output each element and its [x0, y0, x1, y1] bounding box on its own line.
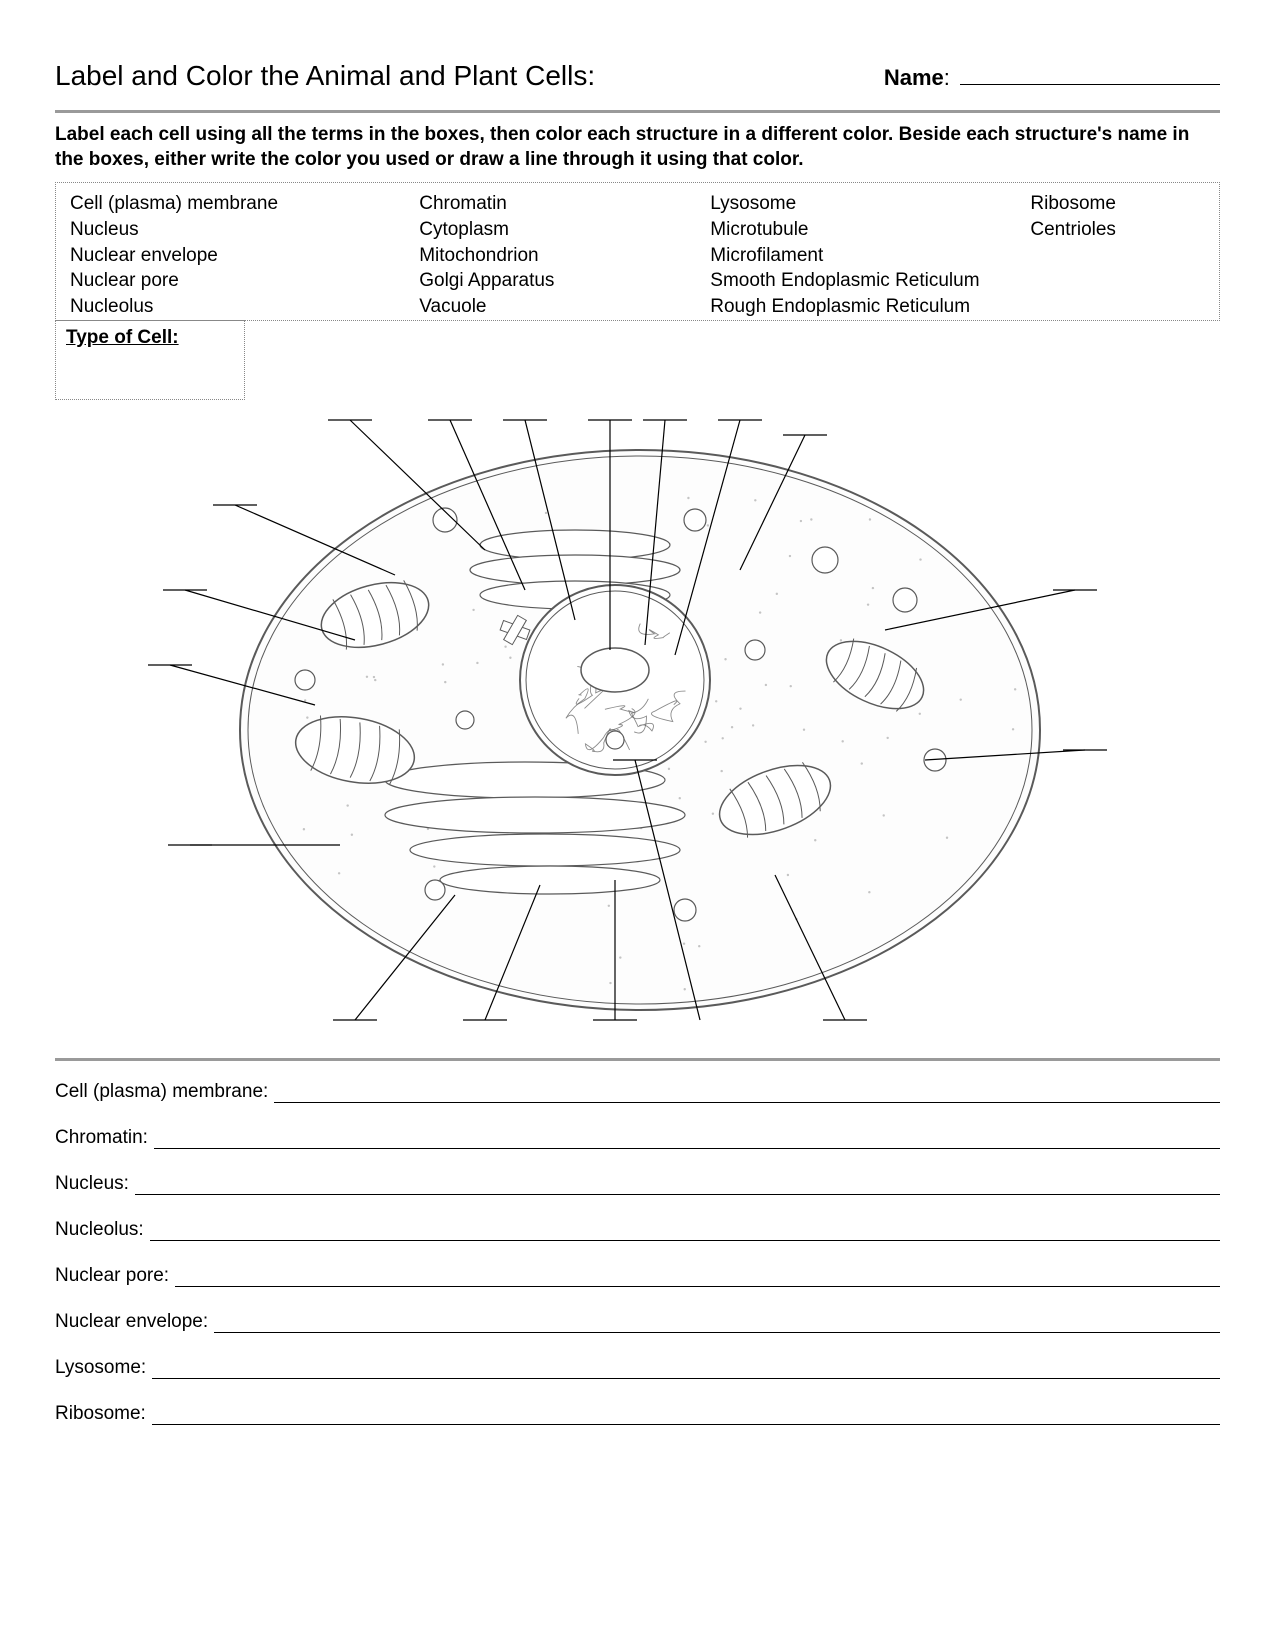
answer-label: Chromatin:: [55, 1127, 148, 1149]
term: Nuclear envelope: [70, 243, 419, 269]
answer-blank[interactable]: [274, 1084, 1220, 1103]
terms-col-2: Chromatin Cytoplasm Mitochondrion Golgi …: [419, 191, 710, 319]
answer-row: Nuclear envelope:: [55, 1311, 1220, 1333]
answer-lines-section: Cell (plasma) membrane: Chromatin: Nucle…: [55, 1081, 1220, 1425]
answer-label: Lysosome:: [55, 1357, 146, 1379]
answer-row: Ribosome:: [55, 1403, 1220, 1425]
term: Smooth Endoplasmic Reticulum: [710, 268, 1030, 294]
term: Microfilament: [710, 243, 1030, 269]
term: Nucleus: [70, 217, 419, 243]
answer-label: Nuclear pore:: [55, 1265, 169, 1287]
answer-row: Nucleus:: [55, 1173, 1220, 1195]
terms-col-3: Lysosome Microtubule Microfilament Smoot…: [710, 191, 1030, 319]
term: Golgi Apparatus: [419, 268, 710, 294]
page-title: Label and Color the Animal and Plant Cel…: [55, 60, 595, 92]
term: Lysosome: [710, 191, 1030, 217]
name-label-text: Name: [884, 65, 944, 90]
answer-row: Lysosome:: [55, 1357, 1220, 1379]
term: Cytoplasm: [419, 217, 710, 243]
terms-col-1: Cell (plasma) membrane Nucleus Nuclear e…: [70, 191, 419, 319]
term: Centrioles: [1030, 217, 1205, 243]
terms-box: Cell (plasma) membrane Nucleus Nuclear e…: [55, 182, 1220, 320]
terms-col-4: Ribosome Centrioles: [1030, 191, 1205, 319]
term: Rough Endoplasmic Reticulum: [710, 294, 1030, 320]
top-rule: [55, 110, 1220, 113]
term: Vacuole: [419, 294, 710, 320]
term: Microtubule: [710, 217, 1030, 243]
answer-row: Cell (plasma) membrane:: [55, 1081, 1220, 1103]
answer-row: Chromatin:: [55, 1127, 1220, 1149]
name-field: Name:: [884, 65, 1220, 91]
term: Nuclear pore: [70, 268, 419, 294]
bottom-rule: [55, 1058, 1220, 1061]
answer-blank[interactable]: [154, 1130, 1220, 1149]
answer-blank[interactable]: [152, 1406, 1220, 1425]
cell-diagram: [55, 320, 1220, 1050]
term: Chromatin: [419, 191, 710, 217]
answer-label: Nuclear envelope:: [55, 1311, 208, 1333]
answer-label: Ribosome:: [55, 1403, 146, 1425]
name-blank[interactable]: [960, 84, 1220, 85]
term: Mitochondrion: [419, 243, 710, 269]
term: Cell (plasma) membrane: [70, 191, 419, 217]
term: Ribosome: [1030, 191, 1205, 217]
answer-blank[interactable]: [175, 1268, 1220, 1287]
header-row: Label and Color the Animal and Plant Cel…: [55, 60, 1220, 92]
answer-label: Nucleus:: [55, 1173, 129, 1195]
answer-label: Nucleolus:: [55, 1219, 144, 1241]
terms-grid: Cell (plasma) membrane Nucleus Nuclear e…: [70, 191, 1205, 319]
answer-row: Nuclear pore:: [55, 1265, 1220, 1287]
cell-diagram-svg: [55, 320, 1220, 1050]
answer-label: Cell (plasma) membrane:: [55, 1081, 268, 1103]
instructions-text: Label each cell using all the terms in t…: [55, 123, 1220, 172]
answer-blank[interactable]: [152, 1360, 1220, 1379]
term: Nucleolus: [70, 294, 419, 320]
answer-blank[interactable]: [150, 1222, 1220, 1241]
answer-blank[interactable]: [135, 1176, 1220, 1195]
answer-blank[interactable]: [214, 1314, 1220, 1333]
answer-row: Nucleolus:: [55, 1219, 1220, 1241]
